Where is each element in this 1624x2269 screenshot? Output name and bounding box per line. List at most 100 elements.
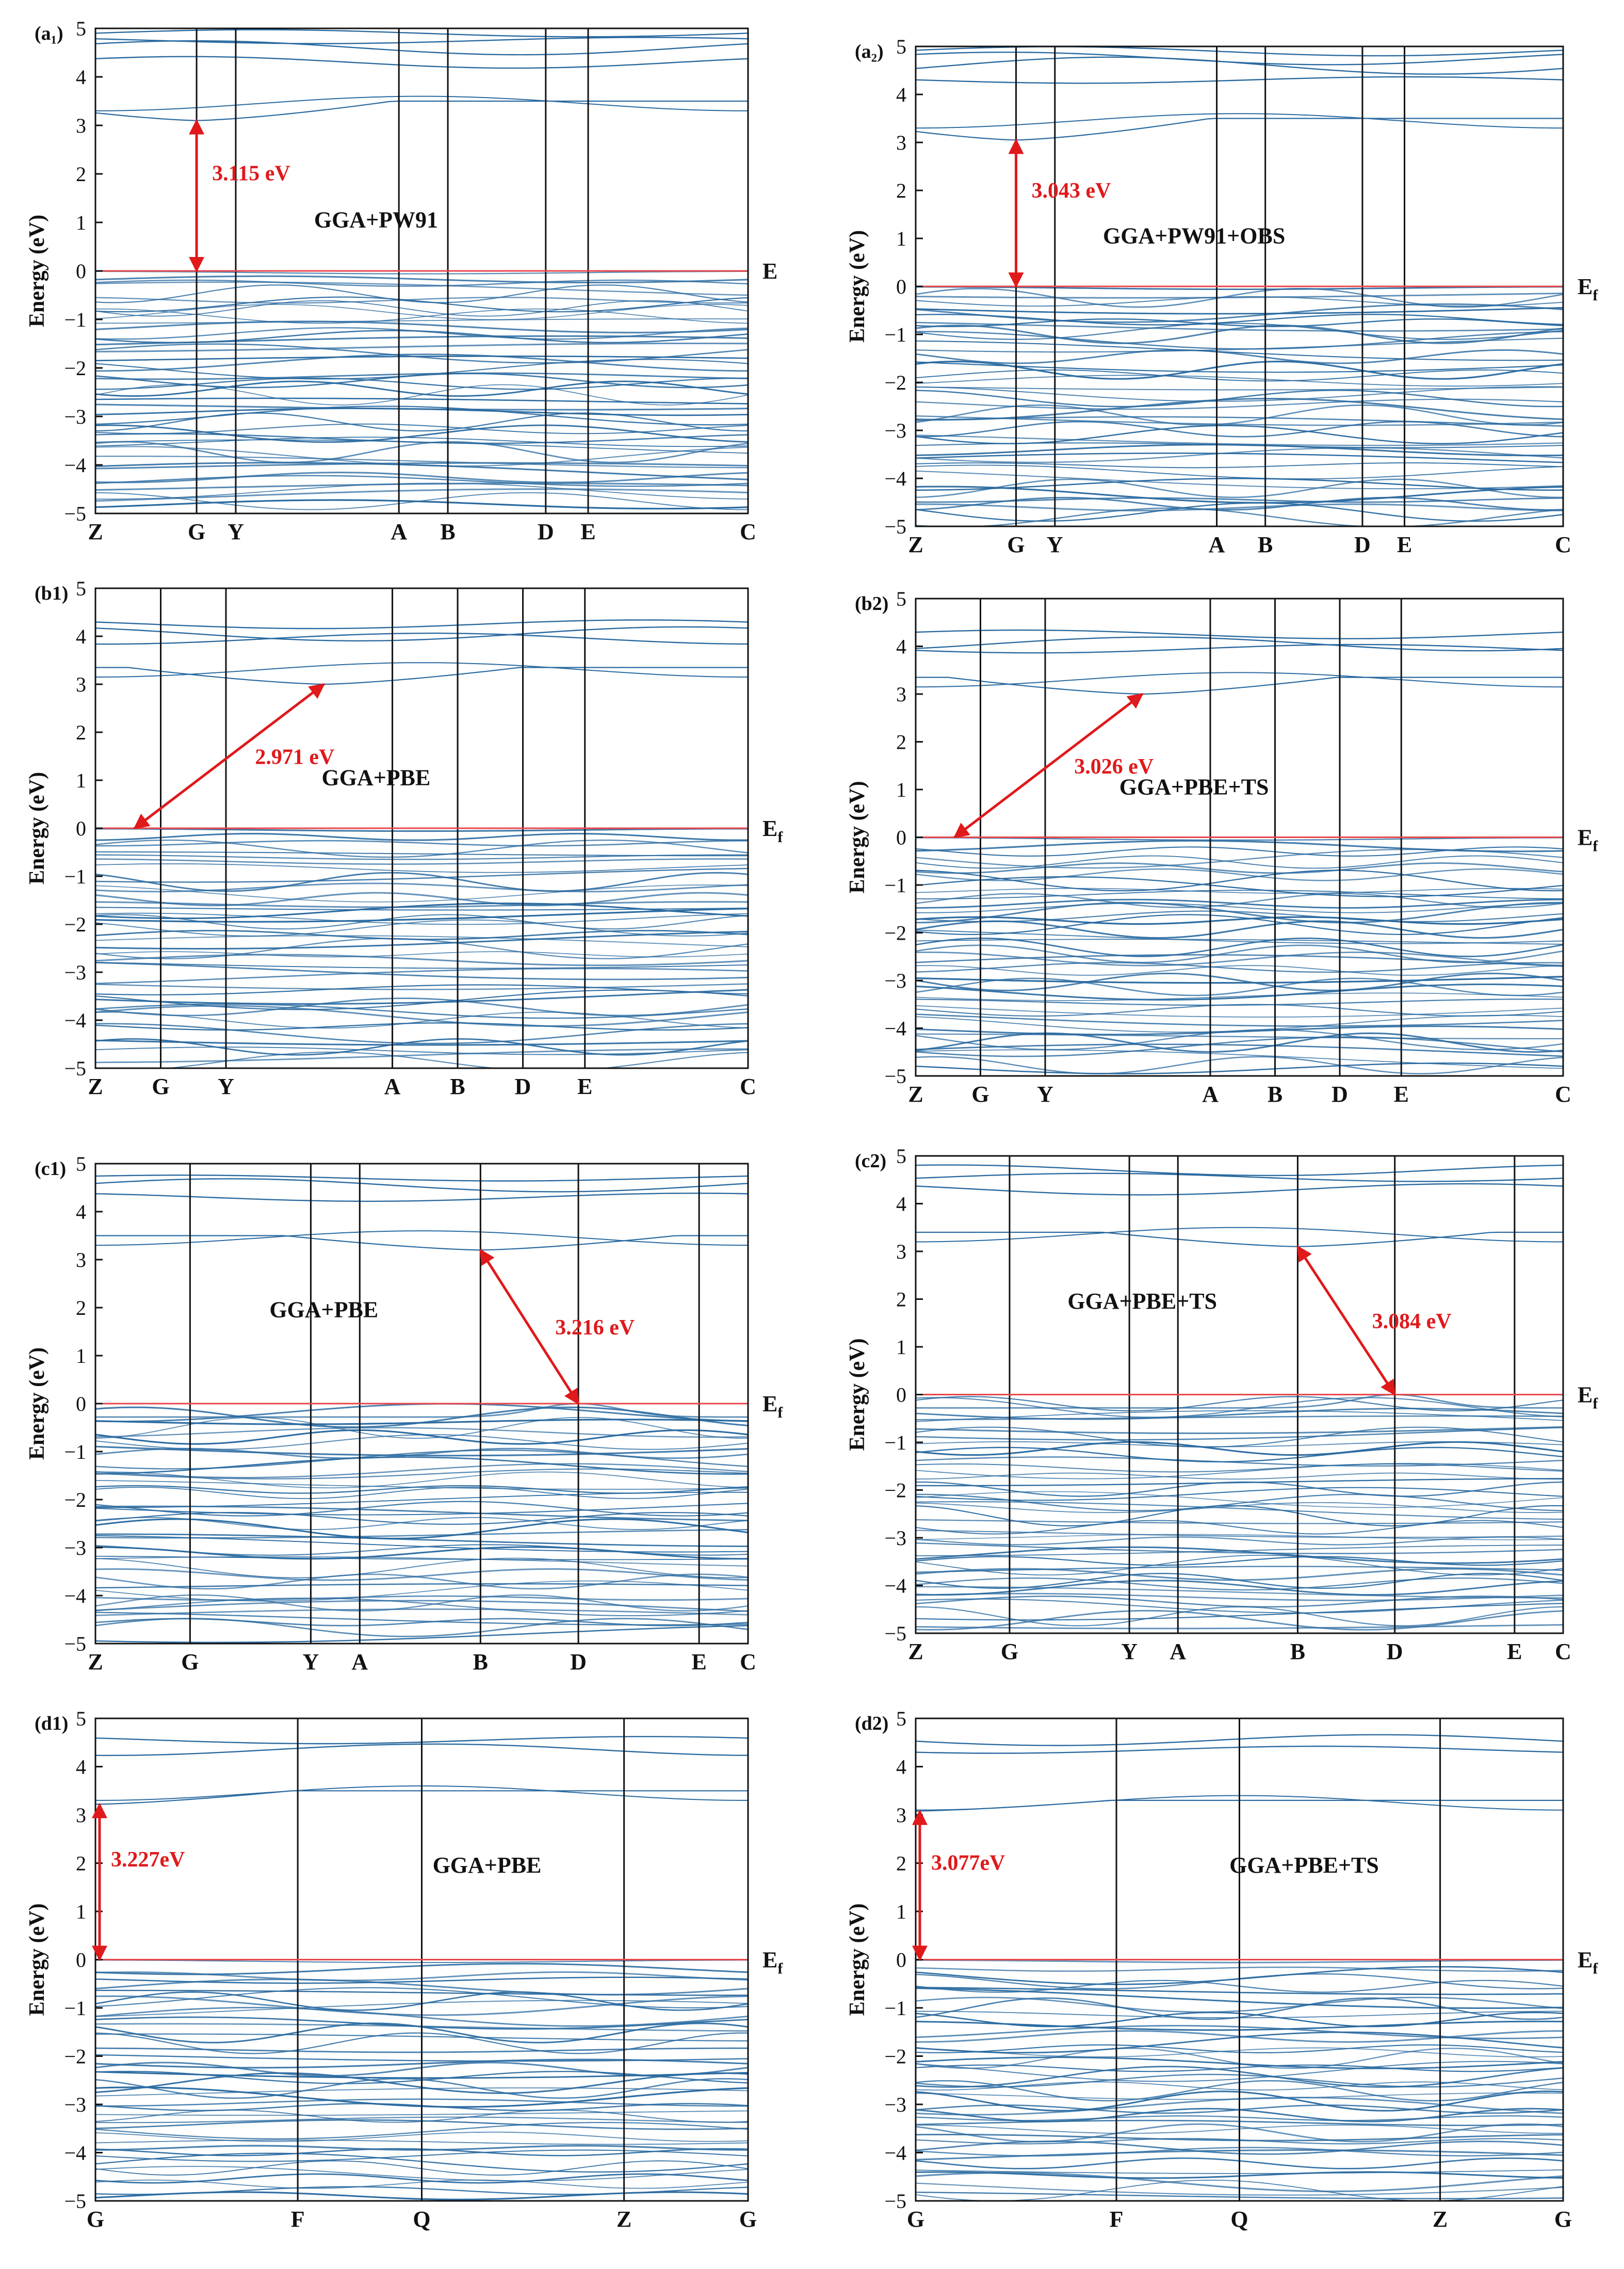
valence-band — [95, 962, 748, 980]
valence-band — [916, 1573, 1563, 1589]
valence-band — [95, 1417, 748, 1439]
valence-band — [95, 858, 748, 865]
kpoint-label: D — [515, 1074, 531, 1099]
valence-band — [916, 910, 1563, 923]
valence-band — [95, 439, 748, 454]
fermi-label: Ef — [762, 1391, 783, 1421]
conduction-band — [916, 52, 1563, 66]
kpoint-label: E — [1397, 532, 1412, 557]
valence-band — [916, 868, 1563, 881]
y-tick-label: 3 — [76, 673, 86, 696]
y-tick-label: 4 — [896, 1756, 906, 1779]
y-tick-label: −4 — [884, 1574, 906, 1598]
valence-band — [916, 1592, 1563, 1601]
y-tick-label: −1 — [64, 865, 86, 888]
valence-band — [95, 1047, 748, 1055]
gap-value-label: 3.115 eV — [212, 162, 290, 185]
y-axis-label: Energy (eV) — [25, 772, 49, 884]
y-tick-label: 2 — [896, 1852, 906, 1875]
kpoint-label: Y — [228, 519, 244, 544]
valence-band — [95, 1463, 748, 1478]
conduction-band — [95, 56, 748, 69]
valence-band — [916, 914, 1563, 936]
y-tick-label: −4 — [64, 454, 86, 477]
kpoint-label: Y — [1047, 532, 1063, 557]
conduction-band — [95, 29, 748, 38]
kpoint-label: A — [1170, 1639, 1186, 1664]
fermi-label: Ef — [762, 1948, 783, 1977]
valence-band — [95, 1039, 748, 1046]
valence-band — [916, 976, 1563, 984]
valence-band — [916, 1397, 1563, 1418]
y-tick-label: 5 — [896, 35, 906, 58]
y-tick-label: −4 — [64, 1009, 86, 1032]
kpoint-label: E — [577, 1074, 592, 1099]
conduction-band — [916, 677, 1563, 695]
valence-band — [916, 293, 1563, 299]
valence-band — [916, 937, 1563, 957]
valence-band — [916, 1566, 1563, 1573]
gap-arrow — [479, 1248, 580, 1405]
valence-band — [95, 1557, 748, 1579]
valence-band — [95, 997, 748, 1017]
valence-band — [916, 1556, 1563, 1566]
y-tick-label: 1 — [896, 778, 906, 801]
y-axis-label: Energy (eV) — [846, 230, 869, 343]
valence-band — [916, 404, 1563, 426]
valence-band — [95, 1003, 748, 1019]
valence-band — [95, 1618, 748, 1637]
fermi-label-subscript: f — [1593, 1960, 1598, 1977]
valence-band — [916, 1603, 1563, 1621]
kpoint-label: G — [181, 1649, 199, 1675]
y-tick-label: 2 — [76, 163, 86, 186]
conduction-band — [916, 1227, 1563, 1243]
valence-band — [95, 270, 748, 275]
conduction-band — [95, 95, 748, 111]
valence-band — [916, 837, 1563, 841]
kpoint-label: D — [538, 519, 554, 544]
valence-band — [916, 1036, 1563, 1057]
y-tick-label: 3 — [76, 114, 86, 137]
valence-band — [95, 455, 748, 469]
band-panel: −5 −4 −3 −2 −1 0 1 2 3 4 5 Energy (eV) Z G Y A B D E C (c1) G… — [25, 1152, 783, 1675]
valence-band — [95, 832, 748, 841]
valence-band — [916, 1520, 1563, 1535]
valence-band — [916, 453, 1563, 463]
valence-band — [95, 284, 748, 303]
panel-label: (b2) — [855, 593, 888, 615]
valence-band — [916, 425, 1563, 444]
valence-band — [95, 828, 748, 832]
valence-band — [95, 1573, 748, 1590]
valence-band — [916, 1032, 1563, 1053]
y-tick-label: 5 — [76, 1152, 86, 1176]
fermi-label: Ef — [762, 816, 783, 846]
valence-band — [916, 1580, 1563, 1596]
valence-band — [95, 1501, 748, 1517]
y-tick-label: −5 — [64, 1632, 86, 1655]
valence-band — [95, 296, 748, 313]
valence-band — [163, 1051, 748, 1068]
valence-band — [916, 314, 1563, 326]
gap-value-label: 2.971 eV — [255, 746, 334, 769]
kpoint-label: B — [1268, 1082, 1282, 1107]
fermi-label-subscript: f — [1593, 287, 1598, 304]
valence-band — [916, 1394, 1563, 1409]
kpoint-label: D — [1331, 1082, 1348, 1107]
valence-band — [916, 340, 1563, 361]
valence-band — [916, 1410, 1563, 1422]
valence-band — [916, 977, 1563, 996]
fermi-label-subscript: f — [777, 1404, 783, 1421]
valence-band — [916, 369, 1563, 382]
valence-band — [95, 882, 748, 893]
valence-band — [916, 992, 1563, 1001]
valence-band — [916, 1505, 1563, 1526]
valence-band — [95, 482, 748, 500]
valence-band — [916, 1491, 1563, 1508]
valence-band — [95, 1471, 748, 1489]
y-tick-label: 3 — [76, 1804, 86, 1827]
valence-band — [916, 375, 1563, 387]
y-tick-label: −5 — [884, 1065, 906, 1088]
y-tick-label: −5 — [64, 502, 86, 525]
y-tick-label: −2 — [64, 1488, 86, 1511]
valence-band — [916, 902, 1563, 924]
